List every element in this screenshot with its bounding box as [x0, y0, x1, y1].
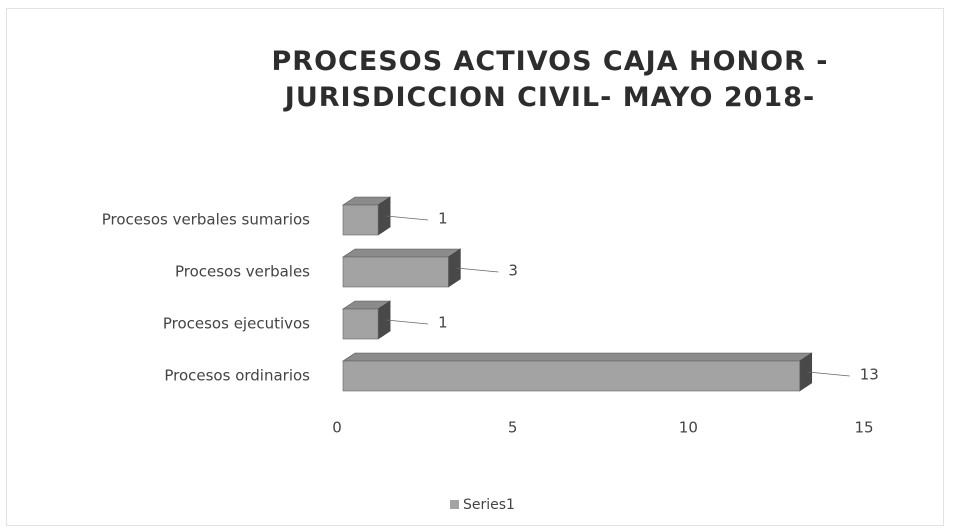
leader-line [386, 215, 429, 221]
data-label: 1 [438, 210, 448, 228]
bar-top [342, 248, 462, 258]
data-label: 3 [508, 262, 518, 280]
data-label: 13 [860, 366, 879, 384]
bar [342, 360, 801, 392]
chart-frame [6, 8, 944, 526]
bar [342, 308, 379, 340]
leader-line [456, 267, 499, 273]
y-tick-label: Procesos verbales [175, 263, 310, 281]
y-tick-label: Procesos verbales sumarios [102, 211, 310, 229]
legend-label: Series1 [463, 497, 515, 513]
y-tick-label: Procesos ordinarios [164, 367, 310, 385]
x-tick-label: 0 [332, 419, 342, 437]
legend-swatch [450, 500, 459, 509]
x-tick-label: 10 [679, 419, 698, 437]
bar [342, 204, 379, 236]
x-tick-label: 15 [854, 419, 873, 437]
bar-top [342, 352, 813, 362]
x-tick-label: 5 [508, 419, 518, 437]
chart-title: PROCESOS ACTIVOS CAJA HONOR - JURISDICCI… [271, 46, 829, 113]
leader-line [386, 319, 429, 325]
bar [342, 256, 449, 288]
leader-line [807, 371, 850, 377]
data-label: 1 [438, 314, 448, 332]
y-tick-label: Procesos ejecutivos [163, 315, 310, 333]
